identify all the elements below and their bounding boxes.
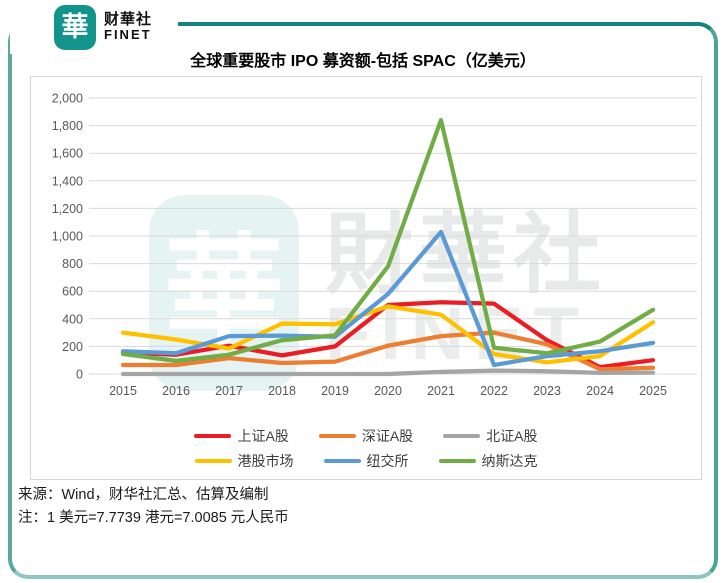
page-title: 全球重要股市 IPO 募资额-包括 SPAC（亿美元） <box>190 53 536 70</box>
x-tick-label: 2019 <box>321 384 349 398</box>
legend-row: 港股市场 纽交所 纳斯达克 <box>194 451 538 471</box>
y-tick-label: 200 <box>62 340 83 354</box>
series-line-港股市场 <box>120 304 656 365</box>
ipo-line-chart: 華 財華社 FINET 0 200 400 600 800 1,000 1,200 1,400… <box>30 76 702 480</box>
legend-swatch <box>194 433 232 439</box>
legend-item: 深证A股 <box>318 426 414 446</box>
y-tick-label: 800 <box>62 257 83 271</box>
legend-item: 纽交所 <box>323 451 409 471</box>
series-line-北证A股 <box>120 368 656 377</box>
legend-label: 上证A股 <box>237 428 289 444</box>
y-tick-label: 1,000 <box>52 230 83 244</box>
series-line-纽交所 <box>120 229 656 368</box>
legend-item: 上证A股 <box>194 426 289 446</box>
x-tick-label: 2017 <box>215 384 243 398</box>
brand-text: 财華社 FINET <box>104 11 152 43</box>
finet-logo-icon: 華 <box>54 4 96 50</box>
y-tick-label: 1,600 <box>52 147 83 161</box>
x-tick-label: 2023 <box>533 384 561 398</box>
y-tick-label: 2,000 <box>52 92 83 106</box>
legend-swatch <box>323 458 361 464</box>
y-tick-label: 1,800 <box>52 119 83 133</box>
chart-legend: 上证A股 深证A股 北证A股港股市场 纽交所 纳斯达克 <box>31 426 701 471</box>
exchange-rate-note: 注：1 美元=7.7739 港元=7.0085 元人民币 <box>18 510 289 526</box>
legend-row: 上证A股 深证A股 北证A股 <box>194 426 538 446</box>
legend-item: 纳斯达克 <box>438 451 538 471</box>
series-line-纳斯达克 <box>120 117 656 364</box>
x-tick-label: 2024 <box>586 384 614 398</box>
legend-swatch <box>318 433 356 439</box>
logo-character: 華 <box>61 11 89 42</box>
x-tick-label: 2015 <box>109 384 137 398</box>
legend-swatch <box>194 458 232 464</box>
y-tick-label: 1,400 <box>52 174 83 188</box>
x-tick-label: 2018 <box>268 384 296 398</box>
legend-swatch <box>438 458 476 464</box>
x-tick-label: 2020 <box>374 384 402 398</box>
legend-item: 北证A股 <box>443 426 538 446</box>
brand-name: 财華社 <box>104 11 153 29</box>
legend-label: 纽交所 <box>366 453 409 469</box>
legend-item: 港股市场 <box>194 451 294 471</box>
y-tick-label: 0 <box>76 368 83 382</box>
x-tick-label: 2025 <box>639 384 667 398</box>
chart-canvas: 0 200 400 600 800 1,000 1,200 1,400 1,600 1,800 2,… <box>52 92 697 398</box>
legend-label: 港股市场 <box>237 453 294 469</box>
x-tick-label: 2022 <box>480 384 508 398</box>
decorative-frame <box>8 22 718 579</box>
brand-subname: FINET <box>104 27 152 43</box>
source-note: 来源：Wind，财华社汇总、估算及编制 <box>18 487 269 503</box>
x-tick-label: 2016 <box>162 384 190 398</box>
legend-label: 纳斯达克 <box>481 453 538 469</box>
legend-label: 深证A股 <box>361 428 414 444</box>
x-tick-label: 2021 <box>427 384 455 398</box>
finet-logo: 華 财華社 FINET <box>10 0 178 54</box>
legend-swatch <box>443 433 481 439</box>
y-tick-label: 600 <box>62 285 83 299</box>
legend-label: 北证A股 <box>486 428 538 444</box>
y-tick-label: 400 <box>62 312 83 326</box>
y-tick-label: 1,200 <box>52 202 83 216</box>
